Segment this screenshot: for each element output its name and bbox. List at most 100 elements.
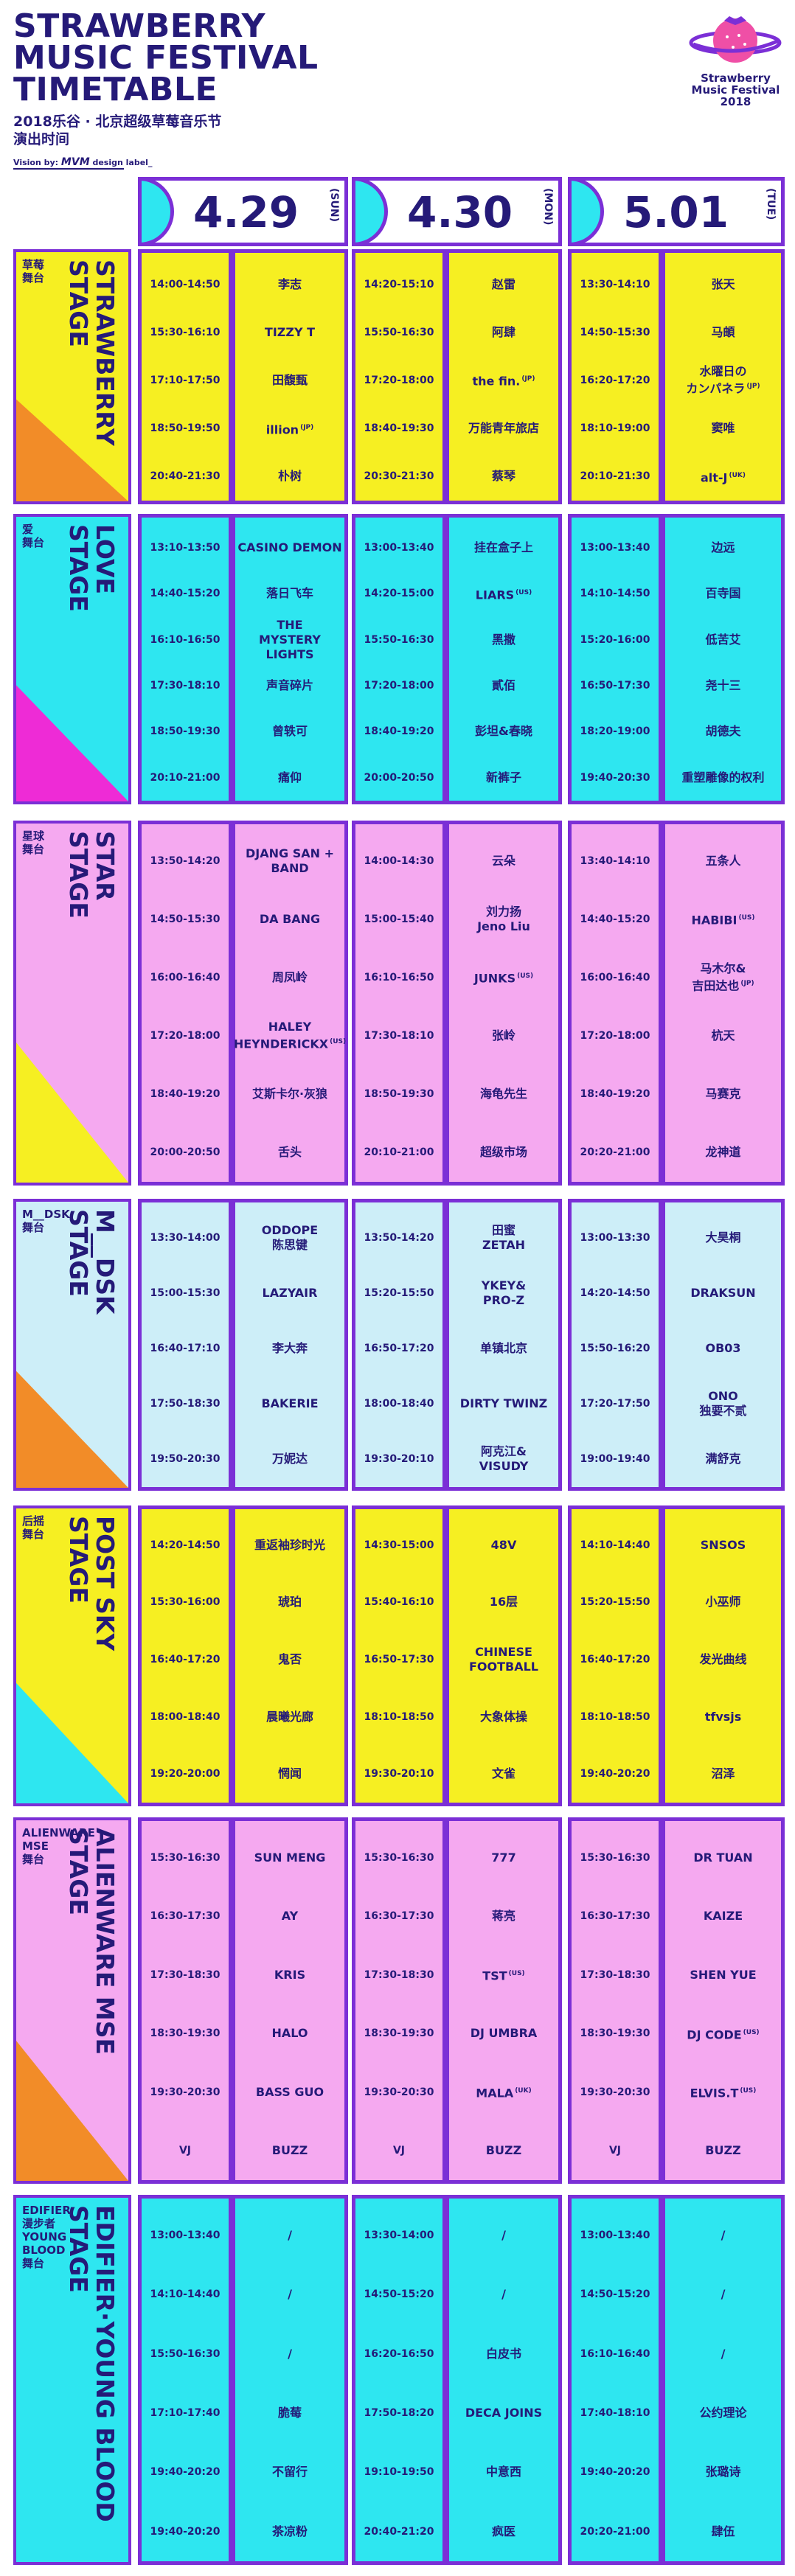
date-deco xyxy=(142,181,174,243)
artist-name: 张岭 xyxy=(491,1028,515,1043)
artist-name: 沼泽 xyxy=(711,1766,735,1781)
artist-name: 鬼否 xyxy=(277,1651,302,1666)
date-box: 4.29 (SUN) xyxy=(138,177,348,246)
time: 16:30-17:30 xyxy=(150,1910,221,1923)
time: 17:30-18:30 xyxy=(364,1968,434,1981)
artist-tag: (JP) xyxy=(300,423,314,431)
artist: 不留行 xyxy=(235,2443,344,2502)
divider xyxy=(442,824,449,1182)
stage-name-en: ALIENWARE MSE STAGE xyxy=(64,1828,119,2055)
time: 19:40-20:30 xyxy=(580,771,650,784)
time: 15:20-15:50 xyxy=(580,1596,650,1609)
artist: / xyxy=(235,2325,344,2384)
artist: BUZZ xyxy=(449,2122,558,2181)
artist: BUZZ xyxy=(235,2122,344,2181)
artist: 马頔 xyxy=(665,308,781,356)
artist-tag: (US) xyxy=(517,972,534,981)
artist: 周凤岭 xyxy=(235,948,344,1006)
artist-name: BUZZ xyxy=(485,2143,522,2158)
divider xyxy=(659,1821,665,2180)
time: 18:00-18:40 xyxy=(150,1710,221,1723)
time: 17:30-18:30 xyxy=(580,1968,650,1981)
time: 13:50-14:20 xyxy=(364,1231,434,1244)
time: 15:50-16:30 xyxy=(150,2347,221,2360)
artist: 田蜜 ZETAH xyxy=(449,1210,558,1265)
date-box: 5.01 (TUE) xyxy=(568,177,785,246)
time: 13:00-13:30 xyxy=(580,1231,650,1244)
artist-name: 云朵 xyxy=(491,853,515,868)
time: 17:20-18:00 xyxy=(364,374,434,386)
artist-name: BUZZ xyxy=(271,2143,308,2158)
credit-text: Vision by: xyxy=(13,158,59,167)
time: 20:40-21:30 xyxy=(150,470,221,483)
divider xyxy=(442,518,449,801)
time: 16:20-17:20 xyxy=(580,374,650,386)
time: 13:00-13:40 xyxy=(364,542,434,554)
artist: 龙神道 xyxy=(665,1124,781,1182)
artist: 蔡琴 xyxy=(449,453,558,501)
subtitle: 2018乐谷 · 北京超级草莓音乐节 xyxy=(13,114,222,130)
time: 18:20-19:00 xyxy=(580,725,650,738)
artist: 大象体操 xyxy=(449,1688,558,1746)
stage-triangle xyxy=(16,1682,128,1803)
divider xyxy=(442,1202,449,1487)
artist: 声音碎片 xyxy=(235,663,344,709)
credit-brand: MVM xyxy=(60,156,90,168)
artist: KRIS xyxy=(235,1946,344,2005)
time: 17:40-18:10 xyxy=(580,2407,650,2420)
artist: JUNKS (US) xyxy=(449,948,558,1006)
time: 17:10-17:40 xyxy=(150,2407,221,2420)
stage-triangle xyxy=(16,1371,128,1488)
artist-name: 阿肆 xyxy=(491,324,515,339)
artist: SUN MENG xyxy=(235,1828,344,1887)
artist-name: 大象体操 xyxy=(479,1709,527,1724)
artist: 艾斯卡尔·灰狼 xyxy=(235,1065,344,1124)
artist: 万妮达 xyxy=(235,1432,344,1487)
artist-name: 杭天 xyxy=(711,1028,735,1043)
artist-name: / xyxy=(721,2346,726,2361)
artist: 疯医 xyxy=(449,2502,558,2561)
artist-name: / xyxy=(288,2346,292,2361)
time: 15:50-16:30 xyxy=(364,633,434,646)
time: 14:50-15:20 xyxy=(364,2288,434,2301)
time: 19:50-20:30 xyxy=(150,1453,221,1466)
artist: DJ UMBRA xyxy=(449,2005,558,2064)
time: 18:10-18:50 xyxy=(364,1710,434,1723)
day-column: 14:10-14:40 SNSOS 15:20-15:50 小巫师 16:40-17:2… xyxy=(568,1505,785,1806)
time: 16:00-16:40 xyxy=(580,971,650,984)
artist: 黑撒 xyxy=(449,617,558,663)
artist-name: 小巫师 xyxy=(705,1595,741,1609)
time: 18:10-19:00 xyxy=(580,422,650,435)
artist: 晨曦光廊 xyxy=(235,1688,344,1746)
stage-name-cn: 星球 舞台 xyxy=(22,829,45,856)
artist-name: DJ UMBRA xyxy=(470,2026,538,2041)
day-column: 13:30-14:10 张天 14:50-15:30 马頔 16:20-17:20 水曜日… xyxy=(568,249,785,504)
artist-tag: (US) xyxy=(738,914,755,922)
artist-name: AY xyxy=(281,1909,299,1924)
time: 19:10-19:50 xyxy=(364,2466,434,2479)
artist: / xyxy=(665,2265,781,2324)
artist-name: TIZZY T xyxy=(264,324,316,339)
artist-name: 张璐诗 xyxy=(705,2465,741,2479)
artist: 舌头 xyxy=(235,1124,344,1182)
day-column: 13:40-14:10 五条人 14:40-15:20 HABIBI (US) 16:00… xyxy=(568,821,785,1186)
stage-triangle xyxy=(16,1042,128,1183)
artist: AY xyxy=(235,1887,344,1946)
time: 14:20-14:50 xyxy=(580,1287,650,1299)
time: 17:20-18:00 xyxy=(150,1030,221,1042)
time: 19:40-20:20 xyxy=(580,2466,650,2479)
artist-name: 蔡琴 xyxy=(491,469,515,484)
artist-name: 曾轶可 xyxy=(271,724,308,739)
time: 18:30-19:30 xyxy=(580,2027,650,2040)
artist-tag: (US) xyxy=(743,2028,760,2036)
artist: 貳佰 xyxy=(449,663,558,709)
artist: KAIZE xyxy=(665,1887,781,1946)
day-column: 13:30-14:00 / 14:50-15:20 / 16:20-16:50 白皮书 17… xyxy=(352,2195,562,2565)
artist: MALA (UK) xyxy=(449,2063,558,2122)
time: 19:40-20:20 xyxy=(150,2525,221,2538)
artist: illion (JP) xyxy=(235,405,344,453)
artist-name: DECA JOINS xyxy=(465,2406,543,2420)
artist-name: 百寺国 xyxy=(705,586,741,601)
artist-name: 李志 xyxy=(277,276,302,291)
time: 14:30-15:00 xyxy=(364,1539,434,1551)
